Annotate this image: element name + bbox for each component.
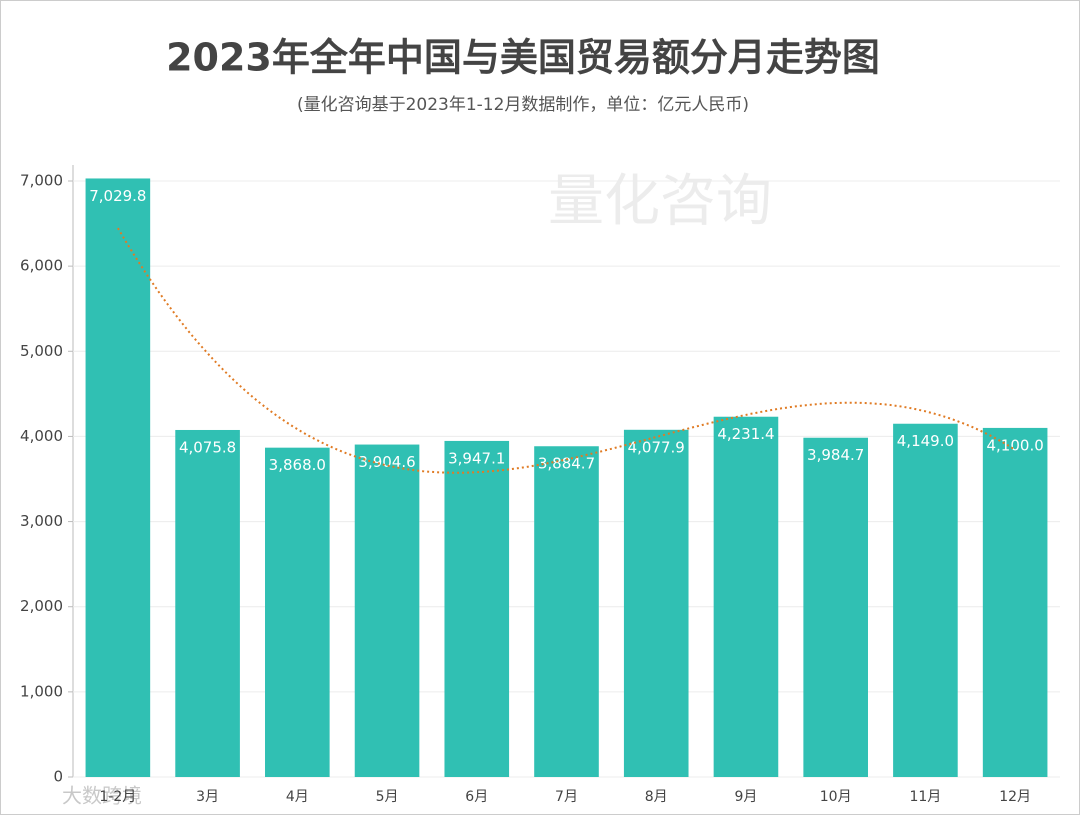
value-label: 3,947.1 — [448, 449, 505, 467]
value-label: 4,077.9 — [628, 438, 685, 456]
bar — [175, 429, 240, 777]
chart-subtitle: (量化咨询基于2023年1-12月数据制作，单位：亿元人民币) — [297, 95, 749, 115]
x-tick-label: 11月 — [909, 789, 941, 805]
x-tick-label: 12月 — [999, 789, 1031, 805]
bar — [713, 416, 779, 777]
x-tick-label: 7月 — [555, 789, 578, 805]
x-tick-label: 1-2月 — [99, 789, 136, 805]
x-tick-label: 6月 — [465, 789, 488, 805]
x-tick-label: 3月 — [196, 789, 219, 805]
value-label: 3,904.6 — [358, 453, 415, 471]
value-label: 4,231.4 — [717, 425, 774, 443]
y-tick-label: 6,000 — [20, 257, 63, 275]
value-label: 7,029.8 — [89, 187, 146, 205]
bar — [444, 440, 510, 777]
bar — [803, 437, 868, 777]
x-tick-label: 10月 — [820, 789, 852, 805]
value-label: 3,884.7 — [538, 455, 595, 473]
x-tick-label: 5月 — [376, 789, 399, 805]
bar — [85, 178, 151, 777]
value-label: 4,149.0 — [897, 432, 954, 450]
y-tick-label: 1,000 — [20, 682, 63, 700]
value-label: 3,984.7 — [807, 446, 864, 464]
y-tick-label: 5,000 — [20, 342, 63, 360]
bar — [982, 427, 1048, 777]
bar — [354, 444, 420, 777]
value-label: 4,100.0 — [987, 436, 1044, 454]
y-tick-label: 7,000 — [20, 172, 63, 190]
watermark: 量化咨询 — [548, 169, 772, 234]
bar — [265, 447, 330, 777]
value-label: 3,868.0 — [269, 456, 326, 474]
corner-watermark: 大数跨境 — [62, 784, 142, 808]
bar — [534, 446, 599, 777]
y-tick-label: 3,000 — [20, 512, 63, 530]
value-label: 4,075.8 — [179, 438, 236, 456]
x-tick-label: 8月 — [645, 789, 668, 805]
x-tick-label: 9月 — [734, 789, 757, 805]
y-tick-label: 2,000 — [20, 597, 63, 615]
bar — [893, 423, 958, 777]
y-tick-label: 4,000 — [20, 427, 63, 445]
chart-title: 2023年全年中国与美国贸易额分月走势图 — [166, 36, 880, 80]
x-tick-label: 4月 — [286, 789, 309, 805]
trend-line — [117, 227, 1016, 474]
y-tick-label: 0 — [53, 768, 63, 786]
bar — [623, 429, 689, 777]
